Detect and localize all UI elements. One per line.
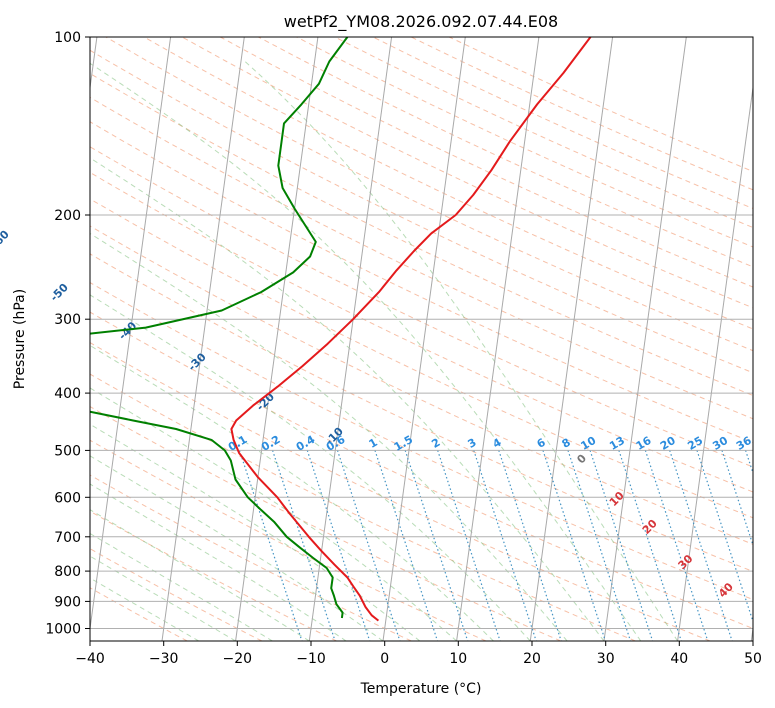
x-tick-label: −30 — [149, 651, 179, 667]
moist-adiabat — [90, 232, 568, 641]
isotherm — [603, 37, 687, 641]
moist-adiabat — [90, 455, 384, 641]
mixing-ratio-line — [567, 450, 632, 641]
mixing-ratio-line — [542, 450, 606, 641]
mixing-ratio-line — [473, 450, 537, 641]
dry-adiabat — [90, 225, 753, 545]
dry-adiabat — [181, 37, 753, 309]
y-tick-label: 300 — [54, 312, 81, 328]
x-tick-label: 40 — [670, 651, 688, 667]
y-tick-label: 1000 — [45, 622, 81, 638]
x-tick-label: 50 — [744, 651, 762, 667]
moist-adiabat — [90, 62, 642, 641]
moist-adiabat — [90, 532, 273, 641]
x-tick-label: 10 — [449, 651, 467, 667]
chart-title: wetPf2_YM08.2026.092.07.44.E08 — [284, 12, 558, 32]
plot-frame — [89, 36, 754, 642]
moist-adiabat — [90, 483, 347, 641]
isotherm — [308, 37, 393, 641]
isotherm-label: -60 — [0, 228, 12, 251]
isotherm — [456, 37, 540, 641]
dry-adiabat — [90, 406, 561, 641]
isotherm-label: -50 — [48, 281, 71, 304]
y-tick-label: 400 — [54, 386, 81, 402]
mixing-ratio-line — [336, 450, 401, 641]
y-tick-label: 700 — [54, 530, 81, 546]
x-tick-label: −20 — [223, 651, 253, 667]
dry-adiabat — [90, 311, 753, 630]
x-tick-label: −10 — [296, 651, 326, 667]
x-tick-label: 0 — [380, 651, 389, 667]
moist-adiabat — [90, 577, 200, 641]
isobar-grid — [90, 37, 753, 629]
mixing-ratio-line — [669, 450, 733, 641]
dry-adiabat — [90, 548, 263, 641]
isotherm — [382, 37, 466, 641]
mixing-ratio-line — [374, 450, 439, 641]
isotherm — [750, 624, 753, 641]
dewpoint-line — [90, 37, 349, 619]
isotherm — [529, 37, 614, 641]
mixing-ratio-line — [272, 450, 336, 641]
y-tick-label: 800 — [54, 564, 81, 580]
mixing-ratio-line — [618, 450, 682, 641]
dry-adiabat — [90, 510, 337, 641]
moist-adiabat — [90, 387, 457, 641]
mixing-ratio-line — [437, 450, 501, 641]
y-tick-label: 200 — [54, 208, 81, 224]
temperature-line — [230, 37, 592, 622]
y-tick-label: 100 — [54, 30, 81, 46]
isotherm — [235, 37, 319, 641]
mixing-ratio-line — [589, 450, 654, 641]
moist-adiabat — [90, 423, 421, 641]
y-axis: 100 200 300 400 500 600 700 800 900 1000 — [45, 30, 90, 638]
dry-adiabat — [105, 37, 753, 352]
y-tick-label: 600 — [54, 490, 81, 506]
moist-adiabat — [244, 61, 679, 641]
dry-adiabat — [90, 146, 753, 468]
background-lines — [90, 37, 753, 641]
x-axis-label: Temperature (°C) — [360, 681, 482, 697]
moist-adiabat — [90, 555, 236, 641]
x-axis: −40 −30 −20 −10 0 10 20 30 40 50 — [75, 641, 762, 667]
x-tick-label: −40 — [75, 651, 105, 667]
sounding-series — [90, 37, 592, 622]
mixing-ratio-line — [696, 450, 753, 624]
dry-adiabat — [90, 96, 753, 420]
mixing-ratio-line — [721, 450, 753, 548]
mixing-ratio-line — [306, 450, 371, 641]
y-tick-label: 500 — [54, 443, 81, 459]
x-tick-label: 30 — [597, 651, 615, 667]
dry-adiabat — [90, 439, 487, 641]
moist-adiabat — [90, 344, 494, 641]
dry-adiabat — [90, 373, 636, 641]
dry-adiabat — [90, 342, 711, 641]
isotherm — [90, 37, 172, 633]
plot-background — [90, 37, 753, 641]
mixing-ratio-line — [404, 450, 469, 641]
y-tick-label: 900 — [54, 594, 81, 610]
isotherm — [677, 83, 753, 641]
isotherm — [161, 37, 245, 641]
x-tick-label: 20 — [523, 651, 541, 667]
moist-adiabat — [90, 157, 605, 641]
moist-adiabat — [90, 294, 531, 641]
y-axis-label: Pressure (hPa) — [12, 289, 28, 389]
dry-adiabat — [90, 72, 753, 397]
dry-adiabat — [90, 198, 753, 519]
mixing-ratio-line — [498, 450, 562, 641]
mixing-ratio-line — [238, 450, 303, 641]
mixing-ratio-line — [644, 450, 709, 641]
